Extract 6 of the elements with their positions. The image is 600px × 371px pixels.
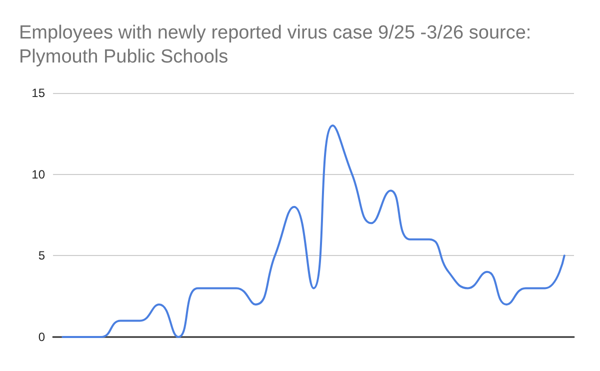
chart-title: Employees with newly reported virus case 9/25 -3/26 source: Plymouth Public Schools <box>19 22 536 68</box>
y-tick-label: 5 <box>38 248 46 263</box>
y-tick-label: 15 <box>32 86 46 100</box>
y-tick-label: 10 <box>32 167 46 182</box>
y-tick-label: 0 <box>38 330 46 344</box>
line-series <box>62 124 566 338</box>
